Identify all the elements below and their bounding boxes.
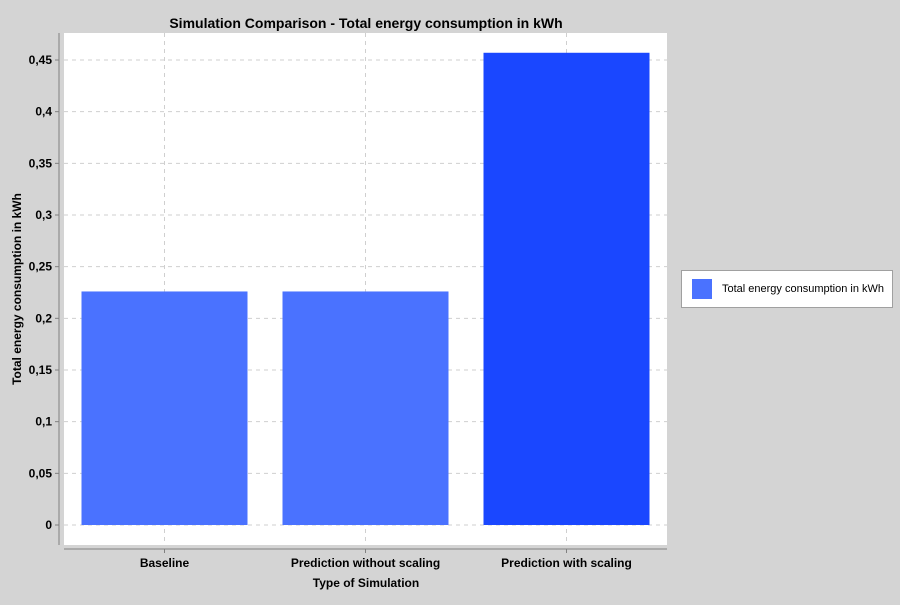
y-tick-label: 0,45 xyxy=(29,53,53,67)
bar xyxy=(483,52,650,526)
x-tick-label: Prediction with scaling xyxy=(501,556,632,570)
y-axis-label: Total energy consumption in kWh xyxy=(10,193,24,385)
chart-title: Simulation Comparison - Total energy con… xyxy=(169,15,562,31)
y-tick-label: 0,4 xyxy=(35,105,52,119)
y-tick-label: 0,2 xyxy=(35,311,52,325)
y-tick-label: 0,1 xyxy=(35,415,52,429)
legend-label: Total energy consumption in kWh xyxy=(722,283,885,295)
y-tick-label: 0,35 xyxy=(29,156,53,170)
x-tick-label: Baseline xyxy=(140,556,190,570)
y-tick-label: 0,15 xyxy=(29,363,53,377)
x-axis-label: Type of Simulation xyxy=(313,576,419,590)
y-tick-label: 0,3 xyxy=(35,208,52,222)
bar xyxy=(81,291,248,525)
bars xyxy=(81,52,650,526)
y-tick-label: 0,05 xyxy=(29,466,53,480)
bar xyxy=(282,291,449,525)
y-tick-label: 0,25 xyxy=(29,260,53,274)
legend: Total energy consumption in kWh xyxy=(681,270,893,308)
x-tick-label: Prediction without scaling xyxy=(291,556,440,570)
x-tick-labels: Baseline Prediction without scaling Predic… xyxy=(140,549,632,570)
y-tick-labels: 0 0,05 0,1 0,15 0,2 0,25 0,3 0,35 0,4 0,45 xyxy=(29,53,53,532)
y-tick-label: 0 xyxy=(45,518,52,532)
legend-swatch xyxy=(692,279,712,299)
